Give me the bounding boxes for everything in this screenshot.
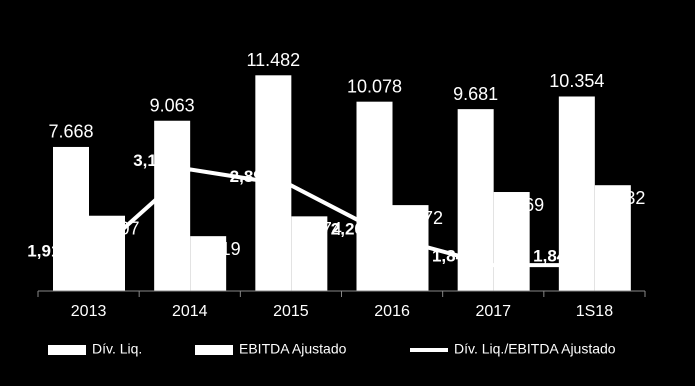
x-tick-label: 1S18	[576, 303, 613, 320]
legend-label: Dív. Liq.	[92, 341, 142, 357]
bar-value-label: 11.482	[246, 50, 300, 70]
bar	[255, 75, 292, 291]
bar-value-label: 4.572	[398, 208, 443, 228]
bar-value-label: 4.007	[94, 218, 139, 238]
bar-value-label: 9.063	[150, 95, 195, 115]
bar-value-label: 2.919	[196, 239, 241, 259]
bar	[154, 120, 191, 291]
legend-swatch	[48, 345, 86, 355]
bar-value-label: 10.354	[549, 71, 604, 91]
bar-value-label: 9.681	[453, 84, 498, 104]
bar-value-label: 5.632	[600, 188, 645, 208]
bar	[89, 215, 125, 291]
x-tick-label: 2014	[172, 303, 208, 320]
bar	[291, 216, 328, 291]
bar	[493, 192, 530, 291]
bar	[190, 236, 227, 291]
legend-swatch	[195, 345, 233, 355]
x-tick-label: 2016	[374, 303, 410, 320]
bar	[356, 101, 393, 291]
x-tick-label: 2013	[71, 303, 107, 320]
bar	[392, 205, 429, 291]
x-tick-label: 2017	[475, 303, 511, 320]
bar	[53, 146, 89, 291]
x-tick-label: 2015	[273, 303, 309, 320]
bar-value-label: 3.974	[297, 219, 342, 239]
bar	[558, 96, 595, 292]
bar	[457, 109, 494, 291]
bar-value-label: 10.078	[347, 76, 402, 96]
legend-label: EBITDA Ajustado	[239, 341, 347, 357]
legend-label: Dív. Liq./EBITDA Ajustado	[454, 341, 616, 357]
bar	[594, 185, 631, 291]
bar-value-label: 5.269	[499, 195, 544, 215]
bar-value-label: 7.668	[48, 122, 93, 142]
